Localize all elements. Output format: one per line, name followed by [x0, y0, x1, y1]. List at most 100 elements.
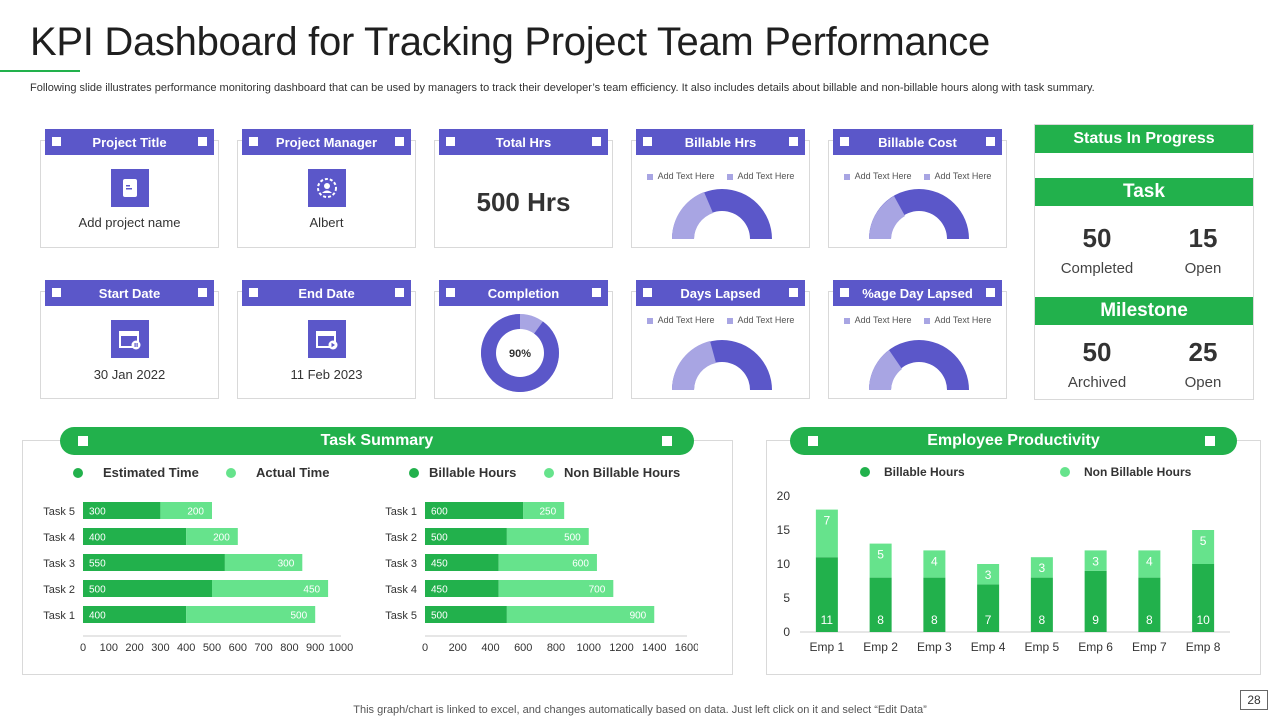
task-hours-chart[interactable]: Task 1 600 250 Task 2 500 500 Task 3 450 600 Task…: [378, 495, 698, 665]
y-tick-label: Task 1: [43, 610, 75, 622]
y-tick-label: Task 3: [385, 558, 417, 570]
task-title: Task: [1035, 178, 1253, 206]
x-tick-label: 900: [306, 642, 324, 654]
bar-segment: [83, 502, 161, 519]
card-label: Billable Cost: [878, 134, 957, 150]
card-header: Billable Hrs: [636, 129, 805, 155]
employee-productivity-chart[interactable]: 0 5 10 15 20 11 7 Emp 1 8 5 Emp 2 8 4 Emp 3 7 3 Emp 4 8 3 E…: [770, 484, 1250, 664]
legend-estimated: Estimated Time: [73, 465, 199, 480]
page-number: 28: [1240, 690, 1268, 710]
card-header: Start Date: [45, 280, 214, 306]
data-label: 450: [431, 559, 448, 570]
legend-non-billable-label: Non Billable Hours: [564, 465, 681, 480]
x-tick-label: 0: [80, 642, 86, 654]
task-time-chart[interactable]: Task 5 300 200 Task 4 400 200 Task 3 550 300 Task…: [30, 495, 370, 665]
data-label: 700: [589, 585, 606, 596]
x-tick-label: 400: [481, 642, 499, 654]
age-day-lapsed-card[interactable]: %age Day Lapsed Add Text Here Add Text H…: [828, 280, 1007, 399]
completion-card[interactable]: Completion 90%: [434, 280, 613, 399]
mini-legend: Add Text Here Add Text Here: [632, 315, 809, 325]
legend-emp-billable-label: Billable Hours: [884, 465, 965, 479]
data-label: 300: [89, 507, 106, 518]
billable-cost-card[interactable]: Billable Cost Add Text Here Add Text Her…: [828, 129, 1007, 248]
page-subtitle: Following slide illustrates performance …: [30, 82, 1095, 94]
x-tick-label: 700: [254, 642, 272, 654]
x-tick-label: Emp 1: [810, 640, 845, 654]
legend-a: Add Text Here: [854, 315, 912, 325]
total-hrs-value: 500 Hrs: [476, 187, 571, 217]
data-label: 4: [931, 554, 938, 568]
bar-segment: [1138, 550, 1161, 578]
milestone-open-value: 25: [1188, 337, 1218, 367]
bar-segment: [83, 580, 212, 597]
bar-segment: [186, 606, 316, 623]
legend-b: Add Text Here: [737, 171, 795, 181]
data-label: 200: [187, 507, 204, 518]
card-label: %age Day Lapsed: [862, 285, 973, 301]
x-tick-label: 1000: [577, 642, 601, 654]
y-tick-label: Task 5: [43, 506, 75, 518]
end-date-card[interactable]: End Date 11 Feb 2023: [237, 280, 416, 399]
y-tick-label: 20: [777, 489, 791, 503]
data-label: 7: [824, 514, 831, 528]
bar-segment: [869, 543, 892, 578]
bar-segment: [923, 577, 946, 632]
x-tick-label: Emp 5: [1025, 640, 1060, 654]
legend-actual: Actual Time: [226, 465, 329, 480]
y-tick-label: Task 2: [43, 584, 75, 596]
billable-hrs-card[interactable]: Billable Hrs Add Text Here Add Text Here: [631, 129, 810, 248]
days-lapsed-card[interactable]: Days Lapsed Add Text Here Add Text Here: [631, 280, 810, 399]
legend-emp-billable: Billable Hours: [860, 465, 965, 479]
x-tick-label: 800: [547, 642, 565, 654]
bar-segment: [425, 528, 507, 545]
data-label: 9: [1092, 613, 1099, 627]
bar-segment: [83, 606, 187, 623]
project-title-card[interactable]: Project Title Add project name: [40, 129, 219, 248]
data-label: 500: [564, 533, 581, 544]
bar-segment: [425, 554, 499, 571]
task-open: 15 Open: [1153, 223, 1253, 277]
x-tick-label: 200: [125, 642, 143, 654]
bar-segment: [1138, 577, 1161, 632]
data-label: 300: [278, 559, 295, 570]
legend-emp-non-billable: Non Billable Hours: [1060, 465, 1191, 479]
data-label: 200: [213, 533, 230, 544]
bar-segment: [815, 509, 838, 558]
footer-note: This graph/chart is linked to excel, and…: [353, 704, 927, 716]
y-tick-label: 15: [777, 523, 791, 537]
data-label: 500: [431, 611, 448, 622]
milestone-open: 25 Open: [1153, 337, 1253, 391]
data-label: 550: [89, 559, 106, 570]
legend-billable-label: Billable Hours: [429, 465, 517, 480]
card-header: End Date: [242, 280, 411, 306]
bar-segment: [1084, 550, 1107, 571]
start-date-card[interactable]: Start Date 30 Jan 2022: [40, 280, 219, 399]
data-label: 4: [1146, 554, 1153, 568]
y-tick-label: Task 1: [385, 506, 417, 518]
bar-segment: [506, 606, 655, 623]
bar-segment: [425, 606, 507, 623]
x-tick-label: 300: [151, 642, 169, 654]
billable-hrs-gauge: [671, 189, 772, 239]
data-label: 450: [303, 585, 320, 596]
legend-b: Add Text Here: [934, 171, 992, 181]
data-label: 500: [89, 585, 106, 596]
legend-b: Add Text Here: [934, 315, 992, 325]
bar-segment: [923, 550, 946, 578]
total-hrs-card[interactable]: Total Hrs 500 Hrs: [434, 129, 613, 248]
card-header: Project Manager: [242, 129, 411, 155]
mini-legend: Add Text Here Add Text Here: [632, 171, 809, 181]
card-header: Days Lapsed: [636, 280, 805, 306]
bar-segment: [869, 577, 892, 632]
x-tick-label: Emp 6: [1078, 640, 1113, 654]
y-tick-label: Task 4: [43, 532, 75, 544]
task-completed-value: 50: [1082, 223, 1112, 253]
card-label: Total Hrs: [495, 134, 552, 150]
bar-segment: [1030, 577, 1053, 632]
bar-segment: [815, 557, 838, 632]
legend-a: Add Text Here: [657, 315, 715, 325]
project-manager-card[interactable]: Project Manager Albert: [237, 129, 416, 248]
legend-billable: Billable Hours: [409, 465, 516, 480]
data-label: 8: [931, 613, 938, 627]
card-label: End Date: [298, 285, 355, 301]
